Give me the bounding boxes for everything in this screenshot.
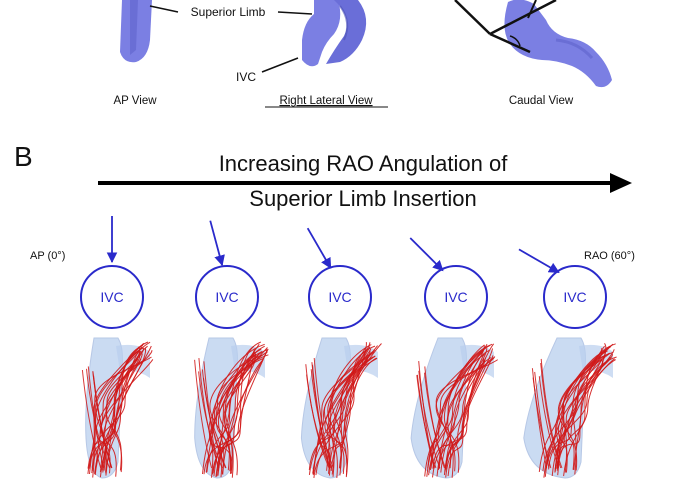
streamline — [202, 343, 265, 475]
streamline — [224, 348, 255, 471]
ivc-pointer — [261, 57, 299, 73]
streamline — [323, 355, 376, 478]
streamline — [532, 377, 552, 469]
ivc-circle-label: IVC — [100, 289, 123, 305]
angulation-column-3: IVC — [409, 237, 498, 479]
ivc-circle — [424, 265, 488, 329]
streamline — [331, 344, 372, 478]
right-lateral-view-vessel — [302, 0, 367, 67]
streamlines — [305, 342, 382, 478]
streamline — [81, 369, 102, 469]
streamline — [105, 346, 143, 474]
streamline — [87, 366, 104, 469]
ivc-circle — [80, 265, 144, 329]
ap-angle-label: AP (0°) — [30, 250, 65, 262]
streamline — [435, 343, 488, 472]
caudal-angle-arc — [509, 35, 521, 47]
streamline — [573, 359, 602, 470]
angulation-columns: IVC IVC IVC IVC IVC — [80, 216, 617, 479]
streamline — [438, 348, 488, 470]
streamline — [432, 358, 486, 469]
streamline — [554, 348, 603, 470]
streamlines — [81, 341, 154, 478]
streamline — [194, 359, 213, 469]
ivc-circle — [543, 265, 607, 329]
streamline — [198, 371, 223, 469]
ivc-circle-label: IVC — [328, 289, 351, 305]
streamline — [315, 345, 376, 476]
streamline — [534, 371, 550, 469]
caudal-view-label: Caudal View — [509, 95, 574, 107]
rao-increase-arrowhead — [610, 173, 632, 193]
streamline — [556, 351, 614, 469]
streamline — [313, 357, 332, 469]
streamline — [443, 343, 493, 473]
streamline — [93, 375, 113, 469]
panel-a: Superior Limb IVC AP View Right Lateral … — [113, 0, 612, 108]
superior-limb-pointer-right — [277, 11, 313, 15]
panel-b-title-line1: Increasing RAO Angulation of — [219, 151, 509, 176]
streamline — [215, 354, 269, 471]
streamline — [557, 343, 616, 469]
streamline — [201, 369, 226, 469]
ivc-circle — [308, 265, 372, 329]
ivc-circle-label: IVC — [215, 289, 238, 305]
ap-view-vessel — [120, 0, 152, 63]
streamline — [563, 343, 607, 477]
ivc-label: IVC — [236, 70, 256, 84]
streamline — [332, 355, 376, 474]
streamline — [540, 358, 563, 469]
streamline — [424, 366, 445, 469]
insertion-arrow — [306, 227, 332, 269]
superior-limb-pointer-left — [149, 5, 179, 13]
right-lateral-view-label: Right Lateral View — [279, 95, 373, 107]
streamline — [556, 345, 611, 476]
streamlines — [194, 341, 269, 478]
panel-b: B Increasing RAO Angulation of Superior … — [14, 141, 635, 479]
ivc-circle — [195, 265, 259, 329]
caudal-pointer — [527, 0, 537, 19]
streamline — [427, 349, 485, 469]
streamline — [428, 353, 486, 476]
streamline — [538, 376, 560, 469]
panel-letter-b: B — [14, 141, 33, 172]
streamline — [310, 369, 334, 469]
angulation-column-4: IVC — [518, 248, 617, 479]
insertion-arrow — [409, 237, 444, 272]
ivc-circle-label: IVC — [563, 289, 586, 305]
panel-b-title-line2: Superior Limb Insertion — [249, 186, 476, 211]
streamline — [444, 344, 491, 472]
streamline — [447, 357, 492, 478]
rao-angle-label: RAO (60°) — [584, 250, 635, 262]
insertion-arrow — [518, 248, 560, 274]
caudal-angle-line-3 — [454, 0, 491, 35]
streamline — [416, 374, 435, 469]
ap-view-label: AP View — [113, 95, 157, 107]
streamline — [338, 353, 371, 469]
streamline — [544, 350, 606, 477]
streamline — [89, 341, 151, 475]
streamline — [216, 350, 263, 477]
angulation-column-1: IVC — [194, 220, 269, 479]
ivc-circle-label: IVC — [444, 289, 467, 305]
streamline — [540, 362, 562, 469]
angulation-column-0: IVC — [80, 216, 154, 479]
streamline — [538, 343, 614, 472]
streamline — [328, 350, 367, 477]
streamline — [327, 357, 378, 469]
superior-limb-label: Superior Limb — [191, 5, 266, 19]
angulation-column-2: IVC — [300, 227, 382, 479]
caudal-angle-line-1 — [489, 0, 557, 36]
streamline — [418, 370, 441, 469]
streamlines — [416, 343, 498, 478]
caudal-view-vessel — [454, 0, 612, 88]
insertion-arrow — [209, 220, 225, 267]
streamline — [312, 346, 367, 474]
streamlines — [531, 343, 617, 478]
caudal-angle-line-2 — [489, 32, 531, 54]
